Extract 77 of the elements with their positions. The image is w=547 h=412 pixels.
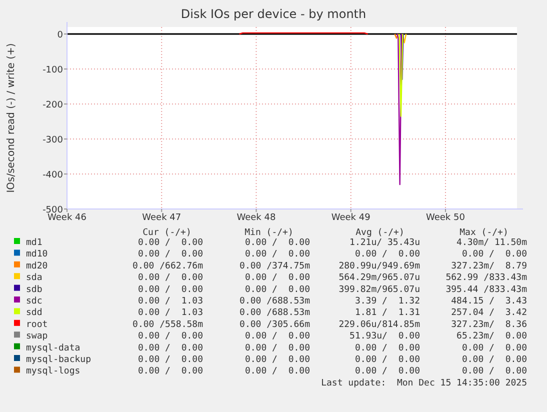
text: 0.00 / 0.00 [462, 250, 527, 260]
text: 0.00 /688.53m [240, 296, 310, 306]
text: 0.00 /305.66m [240, 320, 310, 330]
text: 0.00 / 0.00 [462, 355, 527, 365]
legend-label: sda [26, 273, 42, 284]
x-tick-label: Week 46 [48, 213, 87, 223]
x-tick-label: Week 49 [331, 213, 371, 223]
legend-label: md10 [26, 250, 48, 260]
legend-label: sdc [26, 296, 42, 306]
legend-label: root [26, 320, 48, 330]
text: 0.00 / 0.00 [244, 284, 310, 295]
text: 3.39 / 1.32 [354, 296, 420, 306]
legend-label: mysql-logs [26, 366, 80, 377]
text: 0.00 /662.76m [132, 261, 203, 272]
text: 0.00 / 0.00 [138, 332, 203, 342]
text: 0.00 /374.75m [240, 261, 310, 272]
y-tick-label: -300 [42, 136, 64, 146]
text: 65.23m/ 0.00 [456, 332, 527, 342]
text: 484.15 / 3.43 [451, 296, 527, 306]
text: 0.00 / 0.00 [354, 366, 420, 377]
legend-label: mysql-data [26, 343, 80, 354]
legend-label: md1 [26, 238, 42, 248]
text: 0.00 / 0.00 [138, 284, 203, 295]
legend-label: sdb [26, 284, 42, 295]
y-tick-label: -400 [42, 170, 64, 180]
y-tick-label: -200 [42, 100, 64, 110]
text: 0.00 / 0.00 [244, 332, 310, 342]
text: 0.00 / 0.00 [138, 343, 203, 354]
x-tick-label: Week 48 [236, 213, 276, 223]
y-tick-label: 0 [57, 30, 64, 40]
text: 395.44 /833.43m [446, 284, 527, 295]
text: 257.04 / 3.42 [451, 308, 527, 318]
text: 229.06u/814.85m [338, 320, 420, 330]
text: 280.99u/949.69m [338, 261, 420, 272]
y-tick-label: -100 [42, 66, 64, 76]
legend-label: sdd [26, 308, 42, 318]
text: Min (-/+) [244, 228, 294, 238]
text: 0.00 / 0.00 [462, 366, 527, 377]
text: 564.29m/965.07u [338, 273, 420, 284]
text: 0.00 / 0.00 [138, 250, 203, 260]
text: 0.00 / 0.00 [354, 343, 420, 354]
text: 1.21u/ 35.43u [350, 238, 420, 248]
text: 327.23m/ 8.36 [451, 320, 527, 330]
text: Avg (-/+) [356, 228, 404, 238]
text: Last update: Mon Dec 15 14:35:00 2025 [321, 378, 527, 388]
text: 562.99 /833.43m [446, 273, 527, 284]
text: 0.00 / 0.00 [462, 343, 527, 354]
text: 399.82m/965.07u [338, 284, 420, 295]
text: 0.00 /558.58m [132, 320, 203, 330]
text: 0.00 /688.53m [240, 308, 310, 318]
text: 0.00 / 1.03 [138, 308, 203, 318]
text: 0.00 / 0.00 [244, 238, 310, 248]
text: 0.00 / 0.00 [138, 238, 203, 248]
text: 0.00 / 0.00 [138, 355, 203, 365]
text: 0.00 / 0.00 [244, 366, 310, 377]
text: 1.81 / 1.31 [354, 308, 420, 318]
text: Cur (-/+) [142, 228, 192, 238]
legend-label: mysql-backup [26, 355, 92, 365]
y-axis-title: IOs/second read (-) / write (+) [6, 43, 17, 193]
text: 4.30m/ 11.50m [456, 238, 527, 248]
x-tick-label: Week 47 [142, 213, 182, 223]
chart-title: Disk IOs per device - by month [180, 7, 366, 21]
legend-label: md20 [26, 261, 48, 272]
x-tick-label: Week 50 [426, 213, 466, 223]
text: 0.00 / 0.00 [244, 250, 310, 260]
text: 0.00 / 0.00 [244, 343, 310, 354]
text: 0.00 / 1.03 [138, 296, 203, 306]
text: 51.93u/ 0.00 [350, 332, 420, 342]
text: 0.00 / 0.00 [244, 355, 310, 365]
text: 0.00 / 0.00 [138, 273, 203, 284]
text: 0.00 / 0.00 [138, 366, 203, 377]
text: 0.00 / 0.00 [354, 355, 420, 365]
legend-label: swap [26, 332, 48, 342]
text: 0.00 / 0.00 [354, 250, 420, 260]
text: Max (-/+) [460, 228, 508, 238]
text: 327.23m/ 8.79 [451, 261, 527, 272]
text: 0.00 / 0.00 [244, 273, 310, 284]
